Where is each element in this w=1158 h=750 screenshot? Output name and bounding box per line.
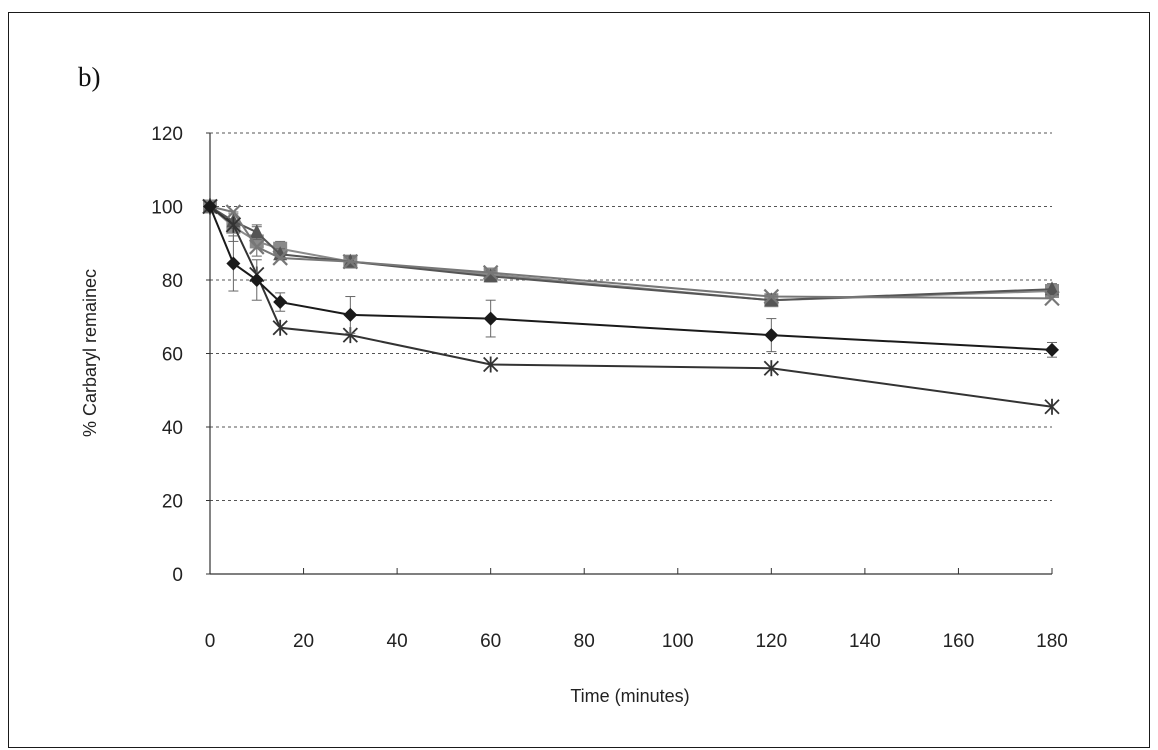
- y-tick-label: 40: [162, 418, 183, 439]
- y-tick-label: 100: [151, 198, 183, 219]
- data-point-diamond: [203, 199, 217, 214]
- data-point-asterisk: [483, 356, 499, 373]
- data-point-diamond: [764, 328, 779, 343]
- data-point-asterisk: [225, 216, 242, 233]
- data-point-x: [1044, 290, 1060, 307]
- data-point-diamond: [273, 295, 288, 310]
- data-point-triangle: [1045, 281, 1059, 296]
- series-layer: [202, 198, 1060, 415]
- panel-label: b): [78, 62, 101, 92]
- data-point-x: [482, 264, 499, 281]
- data-point-asterisk: [1044, 398, 1060, 415]
- y-tick-label: 60: [162, 345, 183, 366]
- x-tick-label: 0: [205, 631, 216, 652]
- y-tick-label: 120: [151, 124, 183, 145]
- series-line: [209, 205, 1053, 302]
- series-line: [209, 205, 1053, 300]
- data-point-triangle: [483, 268, 498, 283]
- series-line: [209, 205, 1053, 408]
- y-tick-label: 0: [172, 565, 183, 586]
- data-point-diamond: [483, 311, 498, 326]
- x-tick-label: 60: [480, 631, 501, 652]
- y-axis-title: % Carbaryl remainec: [80, 269, 100, 437]
- x-tick-labels: 0 20 40 60 80 100 120 140 160 180: [205, 631, 1068, 652]
- data-point-diamond: [1045, 342, 1059, 357]
- x-tick-label: 100: [662, 631, 694, 652]
- series-diamond: [203, 199, 1059, 358]
- data-point-x: [272, 250, 288, 266]
- series-triangle: [203, 198, 1059, 307]
- data-point-x: [225, 204, 242, 220]
- data-point-asterisk: [763, 360, 779, 377]
- data-point-triangle: [764, 292, 779, 307]
- data-point-x: [763, 288, 780, 305]
- series-square: [203, 199, 1059, 308]
- data-point-diamond: [226, 256, 241, 271]
- y-tick-label: 80: [162, 271, 183, 292]
- data-point-diamond: [249, 273, 264, 287]
- data-point-diamond: [343, 307, 358, 322]
- series-asterisk: [202, 198, 1060, 415]
- x-tick-label: 120: [755, 631, 787, 652]
- x-tick-label: 20: [293, 631, 314, 652]
- grid-lines: [210, 132, 1052, 501]
- data-point-triangle: [249, 224, 264, 239]
- x-tick-label: 80: [574, 631, 595, 652]
- series-line: [209, 206, 1053, 351]
- y-tick-label: 20: [162, 492, 183, 513]
- data-point-asterisk: [272, 319, 288, 336]
- x-tick-label: 160: [943, 631, 975, 652]
- data-point-x: [342, 253, 359, 270]
- x-axis-title: Time (minutes): [570, 686, 689, 706]
- figure-frame: [8, 12, 1150, 748]
- data-point-x: [248, 239, 265, 255]
- y-tick-labels: 0 20 40 60 80 100 120: [151, 124, 183, 586]
- series-line: [209, 205, 1053, 302]
- x-tick-label: 180: [1036, 631, 1068, 652]
- x-tick-label: 140: [849, 631, 881, 652]
- x-tick-label: 40: [387, 631, 408, 652]
- series-x: [202, 198, 1060, 307]
